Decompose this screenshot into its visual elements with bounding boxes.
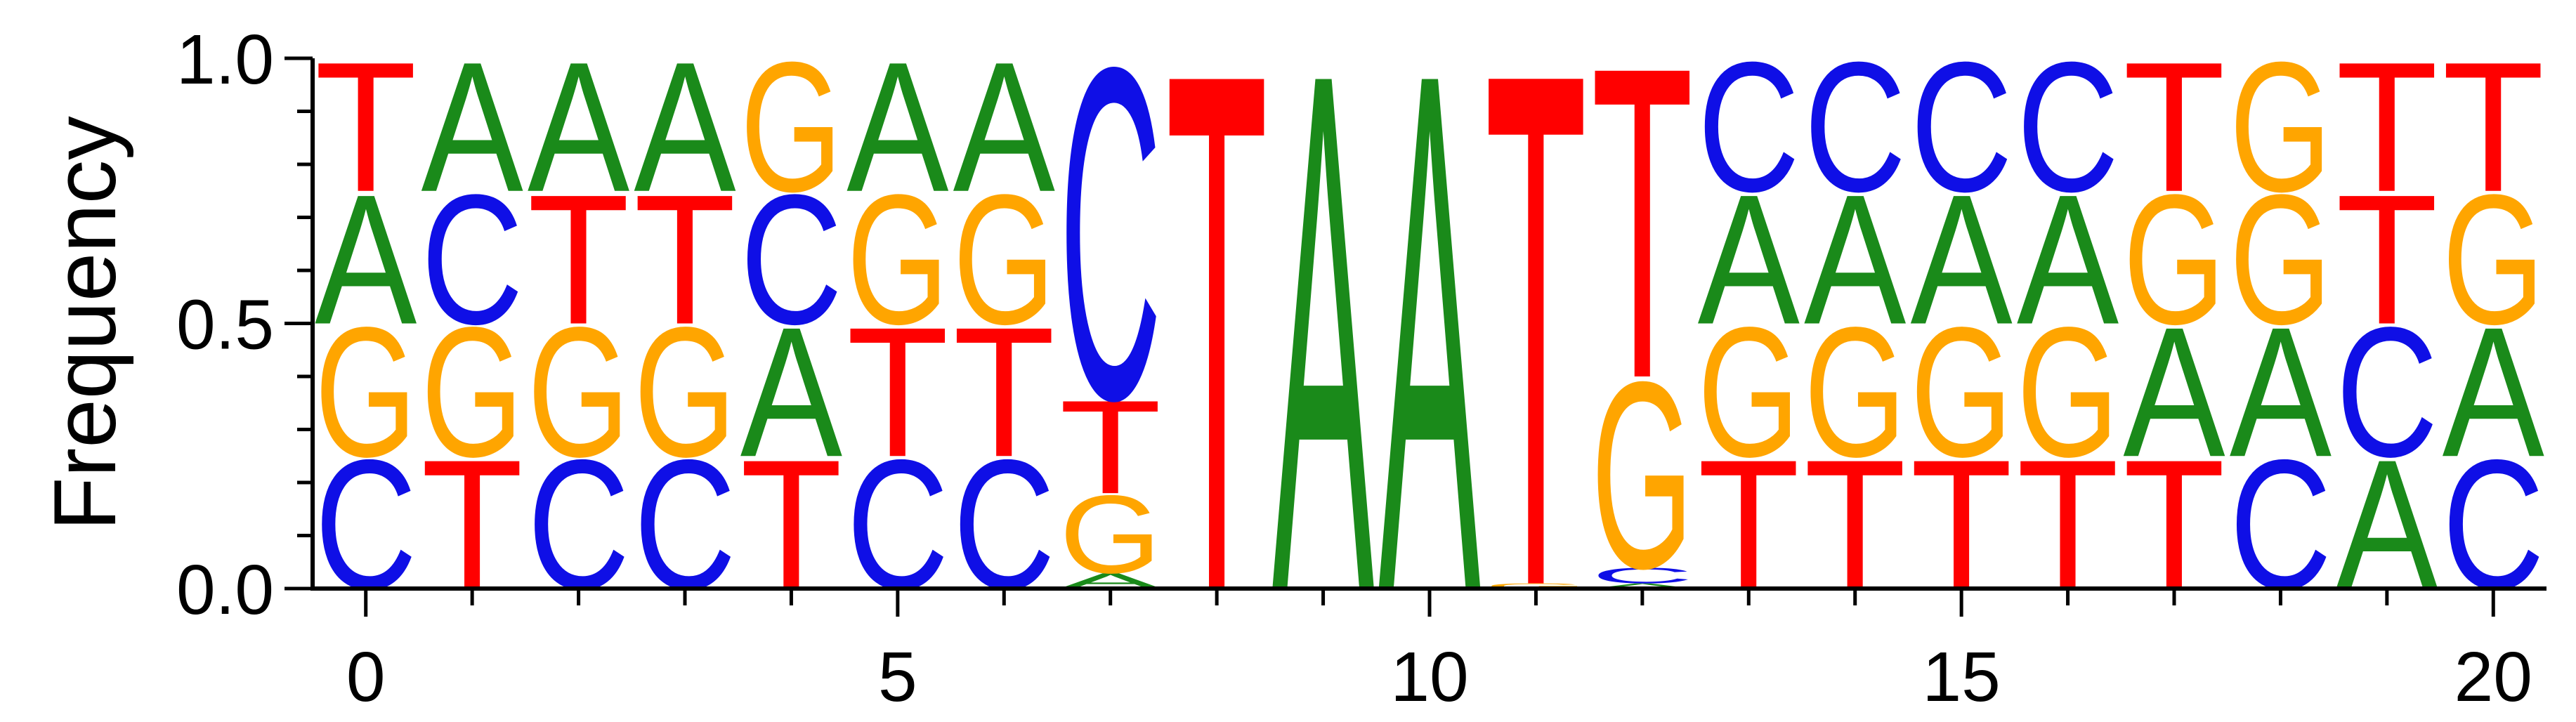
logo-letter-T: T [1165,0,1267,722]
logo-letter-A: A [1698,157,1800,363]
logo-letter-T: T [2336,24,2438,230]
logo-letter-G: G [2230,24,2332,230]
logo-letter-A: A [846,24,948,230]
logo-letter-G: G [2443,157,2544,363]
logo-letter-G: G [421,289,523,496]
logo-letter-T: T [1591,0,1693,471]
logo-letter-T: T [315,24,417,230]
logo-letter-A: A [2230,289,2332,496]
y-tick-label: 0.5 [176,286,274,365]
logo-letter-G: G [1910,289,2012,496]
logo-letter-C: C [1059,0,1161,499]
logo-letter-G: G [1698,289,1800,496]
logo-letter-T: T [528,157,629,363]
logo-letter-A: A [2017,157,2119,363]
logo-letter-G: G [528,289,629,496]
y-axis-ticks: 0.0 0.5 1.0 [176,20,313,629]
logo-letter-G: G [315,289,417,496]
logo-letter-A: A [1804,157,1906,363]
logo-letter-A: A [740,289,842,496]
x-tick-label: 15 [1923,638,2001,716]
logo-letter-C: C [2017,23,2119,230]
logo-letter-C: C [1698,23,1800,230]
logo-letter-A: A [2443,289,2544,496]
logo-letter-A: A [953,24,1055,230]
x-tick-label: 5 [878,638,917,716]
logo-letter-T: T [1059,372,1161,522]
logo-letter-G: G [2230,157,2332,363]
x-axis-ticks: 0 5 10 15 20 [346,589,2532,716]
logo-letter-A: A [634,24,735,230]
x-tick-label: 0 [346,638,386,716]
logo-letter-G: G [953,157,1055,363]
logo-letter-G: G [1059,472,1161,596]
logo-letter-C: C [421,156,523,362]
logo-letter-G: G [740,24,842,230]
logo-letter-T: T [634,157,735,363]
logo-letter-G: G [1804,289,1906,496]
y-tick-label: 0.0 [176,551,274,629]
logo-letter-T: T [2123,24,2225,230]
logo-letter-G: G [1591,327,1693,624]
logo-letter-C: C [740,156,842,362]
logo-letter-A: A [1591,582,1693,590]
y-axis-title: Frequency [37,116,134,531]
axes: 0.0 0.5 1.0 0 5 10 15 20 [176,20,2546,716]
logo-letter-A: A [2123,289,2225,496]
logo-letter-A: A [1910,157,2012,363]
x-tick-label: 20 [2454,638,2532,716]
logo-letter-C: C [1591,563,1693,588]
logo-letter-T: T [953,289,1055,496]
logo-letter-G: G [2017,289,2119,496]
y-tick-label: 1.0 [176,20,274,99]
logo-letter-A: A [1272,0,1375,722]
logo-letter-G: G [634,289,735,496]
logo-letter-T: T [2336,157,2438,363]
logo-letter-G: G [1485,582,1587,591]
logo-letter-A: A [528,24,629,230]
logo-letter-C: C [1804,23,1906,230]
logo-letter-A: A [421,24,523,230]
logo-letter-T: T [2443,24,2544,230]
x-tick-label: 10 [1390,638,1468,716]
logo-letter-T: T [846,289,948,496]
logo-letter-G: G [2123,157,2225,363]
logo-letter-A: A [315,157,417,363]
logo-letter-C: C [2336,289,2438,495]
logo-letter-G: G [846,157,948,363]
logo-letter-C: C [1910,23,2012,230]
logo-letter-T: T [1485,0,1587,722]
